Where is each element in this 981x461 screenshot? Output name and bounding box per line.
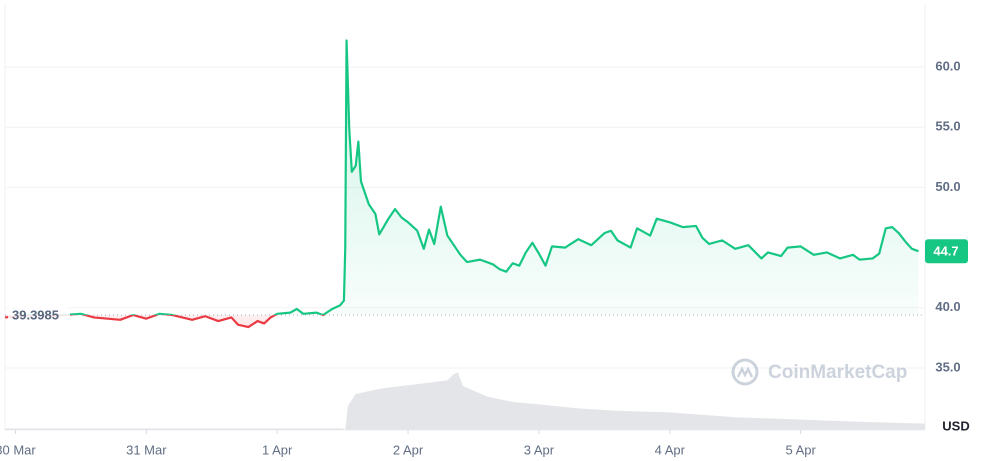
x-tick-label: 31 Mar — [126, 442, 167, 457]
x-tick-label: 1 Apr — [262, 442, 293, 457]
y-tick-label: 50.0 — [935, 179, 960, 194]
y-tick-label: 60.0 — [935, 58, 960, 73]
watermark: CoinMarketCap — [731, 358, 907, 386]
baseline-label-bg — [8, 306, 70, 325]
watermark-text: CoinMarketCap — [768, 362, 907, 383]
x-tick-label: 4 Apr — [655, 442, 686, 457]
watermark-logo-mark — [736, 366, 754, 378]
x-tick-label: 2 Apr — [393, 442, 424, 457]
currency-label: USD — [942, 418, 969, 433]
price-area — [5, 40, 919, 328]
baseline-label: 39.3985 — [12, 307, 59, 322]
last-price-label: 44.7 — [933, 244, 958, 259]
x-tick-label: 5 Apr — [785, 442, 816, 457]
watermark-logo — [731, 358, 759, 386]
last-price-tag — [925, 239, 968, 264]
x-tick-label: 30 Mar — [0, 442, 36, 457]
y-tick-label: 55.0 — [935, 119, 960, 134]
volume-area — [5, 372, 925, 430]
price-line — [4, 39, 919, 329]
y-tick-label: 40.0 — [935, 299, 960, 314]
x-tick-label: 3 Apr — [524, 442, 555, 457]
y-tick-label: 35.0 — [935, 359, 960, 374]
